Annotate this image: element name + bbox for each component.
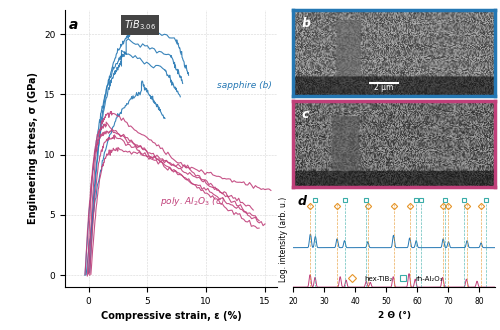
Text: d: d	[298, 195, 306, 208]
Text: sapphire (b): sapphire (b)	[218, 81, 272, 89]
Text: poly. $Al_2O_3$ (c): poly. $Al_2O_3$ (c)	[160, 195, 226, 208]
Text: $TiB_{3.06}$: $TiB_{3.06}$	[124, 18, 156, 32]
Legend: hex-TiB₂, rh-Al₂O₃: hex-TiB₂, rh-Al₂O₃	[342, 273, 446, 284]
X-axis label: 2 Θ (°): 2 Θ (°)	[378, 312, 410, 320]
X-axis label: Compressive strain, ε (%): Compressive strain, ε (%)	[100, 312, 242, 321]
Text: b: b	[302, 17, 310, 30]
Text: a: a	[69, 18, 78, 32]
Text: c: c	[302, 108, 309, 121]
Text: 2 μm: 2 μm	[374, 82, 394, 91]
Y-axis label: Engineering stress, σ (GPa): Engineering stress, σ (GPa)	[28, 73, 38, 224]
Y-axis label: Log. intensity (arb. u.): Log. intensity (arb. u.)	[279, 197, 288, 282]
